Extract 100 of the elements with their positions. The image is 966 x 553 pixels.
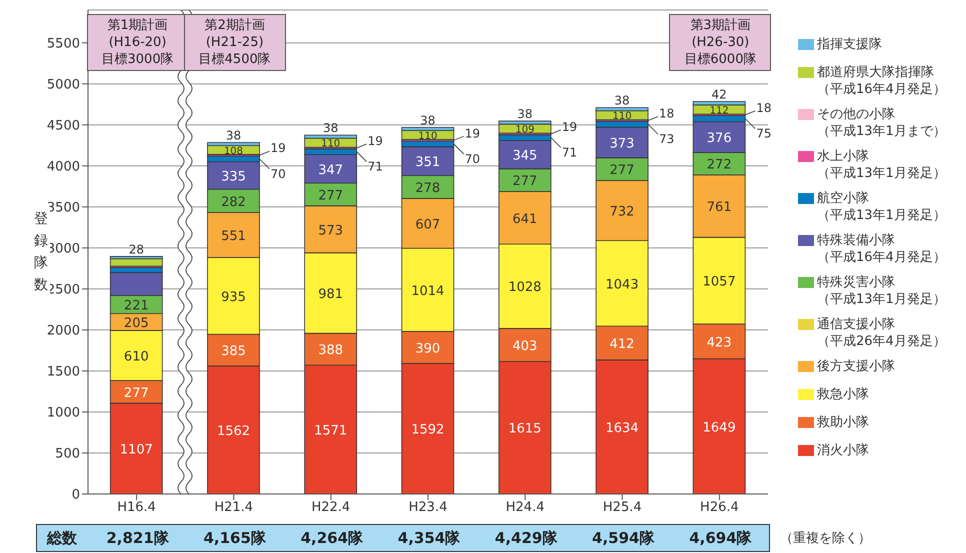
data-label: 70 [464, 152, 480, 166]
legend-label: 特殊災害小隊（平成13年1月発足） [817, 274, 946, 308]
data-label: 423 [706, 335, 732, 350]
legend-label: 後方支援小隊 [817, 358, 895, 375]
data-label: 277 [610, 163, 634, 178]
y-tick-label: 1000 [46, 406, 80, 421]
data-label: 1562 [216, 424, 250, 439]
data-label: 385 [221, 344, 246, 360]
data-label: 1057 [702, 274, 736, 290]
data-label: 610 [124, 349, 149, 364]
data-label: 607 [415, 217, 440, 232]
data-label: 110 [612, 111, 632, 122]
data-label: 1571 [314, 424, 348, 438]
data-label: 376 [706, 131, 732, 146]
data-label: 28 [128, 242, 144, 256]
data-label: 641 [512, 212, 538, 227]
x-tick-label: H25.4 [602, 500, 642, 516]
data-label: 761 [706, 200, 732, 216]
annotation: 第1期計画 (H16-20) 目標3000隊 [86, 14, 189, 71]
x-tick-label: H26.4 [700, 500, 739, 516]
data-label: 335 [221, 169, 246, 184]
text: 2,821隊 [105, 529, 170, 548]
data-label: 277 [512, 174, 538, 190]
data-label: 42 [712, 87, 727, 102]
data-label: 18 [659, 106, 674, 120]
data-label: 1634 [606, 420, 639, 436]
data-label: 70 [270, 166, 286, 181]
legend-label: 消火小隊 [817, 442, 869, 459]
legend-label: 航空小隊（平成13年1月発足） [817, 190, 946, 224]
data-label: 1649 [702, 420, 736, 436]
text: 4,354隊 [396, 529, 462, 548]
text: 4,694隊 [688, 529, 753, 548]
data-label: 573 [318, 223, 344, 238]
legend-label: その他の小隊（平成13年1月まで） [817, 106, 946, 140]
data-label: 1043 [606, 277, 639, 292]
data-label: 278 [415, 180, 440, 196]
data-label: 71 [368, 160, 383, 174]
x-tick-label: H24.4 [506, 500, 545, 516]
legend-label: 救急小隊 [817, 386, 869, 403]
y-tick-label: 5000 [46, 77, 80, 92]
data-label: 373 [610, 136, 634, 152]
data-label: 108 [224, 146, 244, 157]
data-label: 1014 [411, 284, 444, 299]
text: 4,264隊 [300, 529, 364, 548]
annotation: 第3期計画 (H26-30) 目標6000隊 [669, 14, 772, 71]
data-label: 732 [610, 204, 634, 220]
data-label: 38 [322, 121, 338, 136]
data-label: 390 [415, 341, 440, 356]
data-label: 1107 [120, 442, 153, 458]
data-label: 1615 [508, 422, 542, 437]
x-tick-label: H21.4 [214, 500, 254, 516]
data-label: 38 [420, 113, 436, 128]
data-label: 282 [221, 194, 246, 210]
data-label: 935 [221, 290, 246, 305]
text: （重複を除く） [780, 530, 871, 547]
annotation: 第2期計画 (H21-25) 目標4500隊 [184, 14, 286, 71]
data-label: 18 [756, 100, 772, 115]
data-label: 109 [515, 124, 534, 136]
data-label: 73 [659, 132, 674, 146]
y-tick-label: 2000 [46, 324, 80, 339]
legend-label: 通信支援小隊（平成26年4月発足） [817, 316, 946, 350]
data-label: 1028 [508, 280, 542, 296]
data-label: 981 [318, 287, 344, 302]
data-label: 19 [562, 120, 578, 134]
text: 4,429隊 [494, 529, 558, 548]
data-label: 403 [512, 338, 538, 354]
data-label: 38 [226, 128, 242, 142]
legend-label: 特殊装備小隊（平成16年4月発足） [817, 232, 946, 266]
text: 4,165隊 [202, 529, 267, 548]
data-label: 345 [512, 148, 538, 164]
y-tick-label: 5500 [46, 36, 80, 52]
y-tick-label: 0 [72, 488, 80, 503]
data-label: 19 [368, 134, 383, 148]
x-tick-label: H16.4 [117, 500, 156, 516]
data-label: 277 [124, 386, 149, 401]
y-tick-label: 4000 [46, 159, 80, 174]
text: 総数 [47, 529, 77, 548]
x-tick-label: H23.4 [408, 500, 448, 516]
legend-label: 救助小隊 [817, 414, 869, 431]
data-label: 38 [614, 94, 630, 108]
data-label: 551 [221, 228, 246, 244]
data-label: 75 [756, 126, 772, 141]
x-tick-label: H22.4 [311, 500, 350, 516]
legend-label: 都道府県大隊指揮隊（平成16年4月発足） [817, 64, 946, 98]
text: 4,594隊 [591, 529, 656, 548]
data-label: 110 [321, 138, 340, 150]
data-label: 388 [318, 343, 344, 358]
legend-label: 指揮支援隊 [817, 36, 882, 53]
data-label: 277 [318, 188, 344, 204]
data-label: 272 [706, 158, 732, 173]
data-label: 19 [270, 141, 286, 156]
data-label: 351 [415, 155, 440, 170]
data-label: 412 [610, 337, 634, 352]
y-axis-title: 登録隊数 [32, 208, 50, 296]
data-label: 1592 [411, 422, 444, 438]
data-label: 19 [464, 126, 480, 140]
data-label: 347 [318, 162, 344, 178]
y-tick-label: 4500 [46, 118, 80, 134]
y-tick-label: 1500 [46, 364, 80, 380]
y-tick-label: 500 [55, 446, 80, 462]
